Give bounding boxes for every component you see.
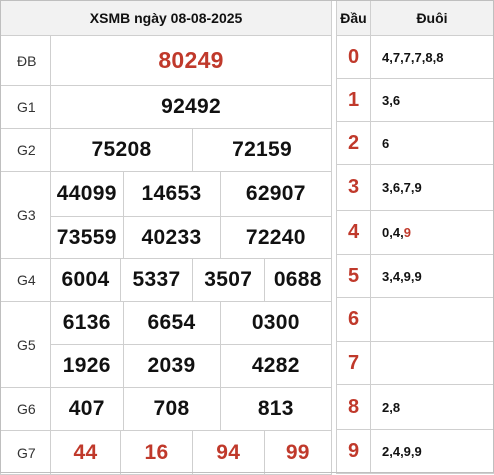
loto-head: 2 <box>336 121 371 165</box>
prize-g4-number: 6004 <box>50 258 121 302</box>
loto-head: 0 <box>336 35 371 79</box>
prize-g6-number: 708 <box>122 387 221 431</box>
loto-tail-header: Đuôi <box>370 0 494 36</box>
loto-head: 1 <box>336 78 371 122</box>
prize-label-g7: G7 <box>0 430 51 475</box>
loto-head: 3 <box>336 164 371 211</box>
results-title: XSMB ngày 08-08-2025 <box>0 0 333 36</box>
loto-tail: 6 <box>370 121 494 165</box>
loto-tail <box>370 341 494 385</box>
prize-g3-number: 62907 <box>219 171 333 217</box>
prize-g5-number: 6654 <box>122 301 221 345</box>
loto-head: 4 <box>336 210 371 255</box>
prize-label-db: ĐB <box>0 35 51 86</box>
prize-db-number: 80249 <box>49 35 333 86</box>
results-table: XSMB ngày 08-08-2025 ĐB 80249 G1 92492 G… <box>0 0 333 475</box>
loto-head: 7 <box>336 341 371 385</box>
prize-g2-number: 72159 <box>191 128 333 172</box>
loto-tail: 2,4,9,9 <box>370 429 494 474</box>
loto-head: 5 <box>336 254 371 298</box>
loto-head: 9 <box>336 429 371 474</box>
prize-g5-number: 0300 <box>219 301 333 345</box>
prize-g6-number: 813 <box>219 387 333 431</box>
loto-tail <box>370 297 494 342</box>
loto-head: 8 <box>336 384 371 430</box>
prize-g7-number: 44 <box>50 430 121 475</box>
prize-g5-number: 1926 <box>50 344 124 388</box>
loto-table: Đầu Đuôi 0 4,7,7,7,8,8 1 3,6 2 6 3 3,6,7… <box>336 0 494 474</box>
prize-g4-number: 3507 <box>192 258 265 302</box>
prize-g2-number: 75208 <box>50 128 193 172</box>
loto-tail: 3,6 <box>370 78 494 122</box>
loto-tail: 4,7,7,7,8,8 <box>370 35 494 79</box>
prize-g4-number: 0688 <box>263 258 333 302</box>
prize-g5-number: 2039 <box>122 344 221 388</box>
loto-tail: 2,8 <box>370 384 494 430</box>
prize-label-g4: G4 <box>0 258 51 302</box>
prize-label-g5: G5 <box>0 301 51 388</box>
prize-label-g6: G6 <box>0 387 51 431</box>
prize-g4-number: 5337 <box>120 258 193 302</box>
loto-tail: 3,4,9,9 <box>370 254 494 298</box>
prize-label-g1: G1 <box>0 85 51 129</box>
prize-g3-number: 73559 <box>50 216 124 259</box>
prize-g1-number: 92492 <box>49 85 333 129</box>
prize-label-g3: G3 <box>0 171 51 259</box>
prize-g6-number: 407 <box>50 387 124 431</box>
prize-g3-number: 40233 <box>122 216 221 259</box>
prize-g7-number: 99 <box>263 430 333 475</box>
prize-g7-number: 16 <box>120 430 193 475</box>
prize-g3-number: 14653 <box>122 171 221 217</box>
prize-label-g2: G2 <box>0 128 51 172</box>
prize-g5-number: 6136 <box>50 301 124 345</box>
prize-g3-number: 72240 <box>219 216 333 259</box>
prize-g7-number: 94 <box>192 430 265 475</box>
loto-tail: 3,6,7,9 <box>370 164 494 211</box>
prize-g5-number: 4282 <box>219 344 333 388</box>
loto-tail: 0,4,9 <box>370 210 494 255</box>
loto-head-header: Đầu <box>336 0 371 36</box>
prize-g3-number: 44099 <box>50 171 124 217</box>
loto-head: 6 <box>336 297 371 342</box>
